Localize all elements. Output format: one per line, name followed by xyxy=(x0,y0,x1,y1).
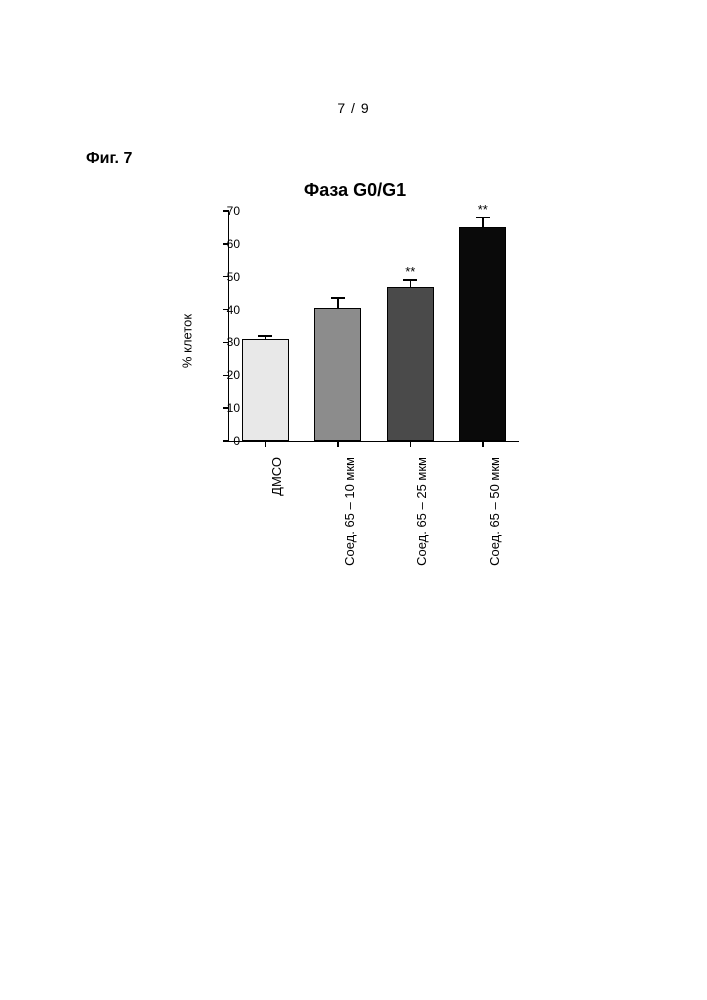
x-axis-label: ДМСО xyxy=(269,457,284,496)
x-axis-label: Соед. 65 – 25 мкм xyxy=(414,457,429,566)
error-bar-stem xyxy=(337,298,339,308)
x-axis-labels: ДМСО Соед. 65 – 10 мкм Соед. 65 – 25 мкм Со… xyxy=(228,451,518,601)
y-tick-label: 20 xyxy=(214,368,240,382)
bar-chart: % клеток **** ДМСОСоед. 65 – 10 мкмСоед.… xyxy=(170,211,540,471)
bar xyxy=(314,308,361,441)
error-bar-cap xyxy=(403,279,417,281)
significance-marker: ** xyxy=(405,264,415,279)
error-bar-stem xyxy=(410,280,412,287)
figure-label: Фиг. 7 xyxy=(86,150,132,168)
y-tick-label: 50 xyxy=(214,270,240,284)
bar xyxy=(459,227,506,441)
bar xyxy=(242,339,289,441)
y-tick-label: 70 xyxy=(214,204,240,218)
y-tick-label: 30 xyxy=(214,335,240,349)
error-bar-stem xyxy=(482,218,484,228)
page-number: 7 / 9 xyxy=(0,100,707,116)
y-tick-label: 60 xyxy=(214,237,240,251)
error-bar-cap xyxy=(331,297,345,299)
y-tick-label: 10 xyxy=(214,401,240,415)
error-bar-cap xyxy=(258,335,272,337)
significance-marker: ** xyxy=(478,202,488,217)
x-tick xyxy=(337,441,339,447)
error-bar-cap xyxy=(476,217,490,219)
y-axis-label: % клеток xyxy=(180,314,195,368)
x-axis-label: Соед. 65 – 50 мкм xyxy=(487,457,502,566)
x-tick xyxy=(410,441,412,447)
y-tick-label: 40 xyxy=(214,303,240,317)
chart-title: Фаза G0/G1 xyxy=(170,180,540,201)
x-axis-label: Соед. 65 – 10 мкм xyxy=(342,457,357,566)
x-tick xyxy=(482,441,484,447)
y-tick-label: 0 xyxy=(214,434,240,448)
chart-container: Фаза G0/G1 % клеток **** ДМСОСоед. 65 – … xyxy=(170,180,540,471)
bar xyxy=(387,287,434,441)
plot-area: **** xyxy=(228,211,519,442)
x-tick xyxy=(265,441,267,447)
